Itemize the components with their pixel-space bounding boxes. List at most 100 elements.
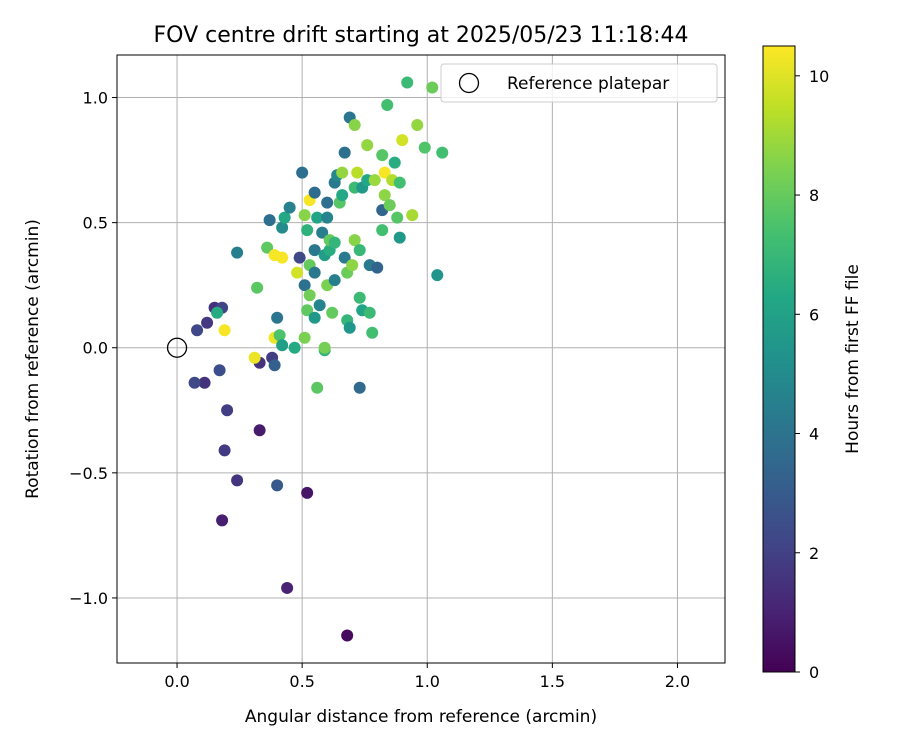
- data-point: [276, 251, 289, 264]
- data-point: [213, 364, 226, 377]
- x-tick-label: 2.0: [665, 672, 690, 691]
- legend-reference-marker: [458, 72, 480, 94]
- data-point: [278, 211, 291, 224]
- data-point: [321, 196, 334, 209]
- data-point: [303, 289, 316, 302]
- data-point: [426, 81, 439, 94]
- data-point: [308, 311, 321, 324]
- colorbar: 0 2 4 6 8 10 Hours from first FF file: [762, 45, 863, 682]
- data-point: [271, 311, 284, 324]
- data-point: [368, 174, 381, 187]
- colorbar-ticks: 0 2 4 6 8 10: [795, 67, 829, 682]
- data-point: [301, 486, 314, 499]
- y-tick-label: 1.0: [83, 89, 108, 108]
- data-point: [353, 244, 366, 257]
- data-point: [378, 189, 391, 202]
- legend: Reference platepar: [440, 63, 718, 103]
- data-point: [353, 291, 366, 304]
- data-point: [321, 211, 334, 224]
- data-point: [363, 306, 376, 319]
- data-point: [271, 479, 284, 492]
- data-point: [381, 99, 394, 112]
- data-point: [396, 134, 409, 147]
- data-point: [406, 209, 419, 222]
- data-point: [326, 306, 339, 319]
- colorbar-tick-label: 4: [809, 425, 819, 444]
- data-point: [383, 199, 396, 212]
- data-point: [378, 166, 391, 179]
- data-point: [218, 444, 231, 457]
- data-point: [283, 201, 296, 214]
- data-point: [221, 404, 234, 417]
- x-tick-label: 0.0: [164, 672, 189, 691]
- data-point: [436, 146, 449, 159]
- data-point: [231, 246, 244, 259]
- data-point: [308, 244, 321, 257]
- data-point: [376, 224, 389, 237]
- data-point: [361, 139, 374, 152]
- data-point: [298, 279, 311, 292]
- y-tick-label: 0.5: [83, 214, 108, 233]
- y-axis-label: Rotation from reference (arcmin): [23, 219, 43, 499]
- data-point: [218, 324, 231, 337]
- data-point: [336, 189, 349, 202]
- data-point: [308, 266, 321, 279]
- data-point: [343, 321, 356, 334]
- data-point: [313, 299, 326, 312]
- data-point: [338, 251, 351, 264]
- data-point: [288, 341, 301, 354]
- data-point: [388, 156, 401, 169]
- colorbar-tick-label: 8: [809, 186, 819, 205]
- data-point: [276, 221, 289, 234]
- data-point: [281, 581, 294, 594]
- reference-platepar-marker: [166, 337, 188, 358]
- data-point: [351, 166, 364, 179]
- data-point: [231, 474, 244, 487]
- data-point: [298, 331, 311, 344]
- data-point: [401, 76, 414, 89]
- x-tick-label: 1.5: [540, 672, 565, 691]
- data-point: [276, 339, 289, 352]
- colorbar-label: Hours from first FF file: [843, 264, 863, 454]
- data-point: [318, 341, 331, 354]
- data-point: [211, 306, 224, 319]
- data-point: [328, 236, 341, 249]
- data-point: [328, 274, 341, 287]
- data-point: [346, 259, 359, 272]
- data-point: [341, 629, 354, 642]
- plot-frame: [116, 54, 726, 664]
- data-point: [201, 316, 214, 329]
- data-point: [308, 186, 321, 199]
- colorbar-tick-label: 10: [809, 67, 829, 86]
- legend-reference-label: Reference platepar: [507, 74, 669, 94]
- data-point: [216, 514, 229, 527]
- data-point: [393, 176, 406, 189]
- x-axis-label: Angular distance from reference (arcmin): [245, 707, 597, 727]
- data-point: [293, 251, 306, 264]
- data-point: [336, 166, 349, 179]
- data-point: [191, 324, 204, 337]
- data-point: [301, 224, 314, 237]
- legend-box: [440, 63, 718, 103]
- data-point: [296, 166, 309, 179]
- data-point: [268, 359, 281, 372]
- colorbar-tick-label: 0: [809, 663, 819, 682]
- y-tick-label: 0.0: [83, 339, 108, 358]
- data-point: [248, 351, 261, 364]
- data-point: [393, 231, 406, 244]
- y-tick-label: −0.5: [69, 464, 108, 483]
- data-point: [298, 209, 311, 222]
- data-point: [316, 226, 329, 239]
- x-tick-label: 1.0: [415, 672, 440, 691]
- data-point: [311, 381, 324, 394]
- reference-point-group: [166, 337, 188, 358]
- data-point: [198, 376, 211, 389]
- data-point: [291, 266, 304, 279]
- data-point: [418, 141, 431, 154]
- data-point: [253, 424, 266, 437]
- data-point: [348, 234, 361, 247]
- chart-title: FOV centre drift starting at 2025/05/23 …: [154, 23, 689, 48]
- data-point: [311, 211, 324, 224]
- data-point: [261, 241, 274, 254]
